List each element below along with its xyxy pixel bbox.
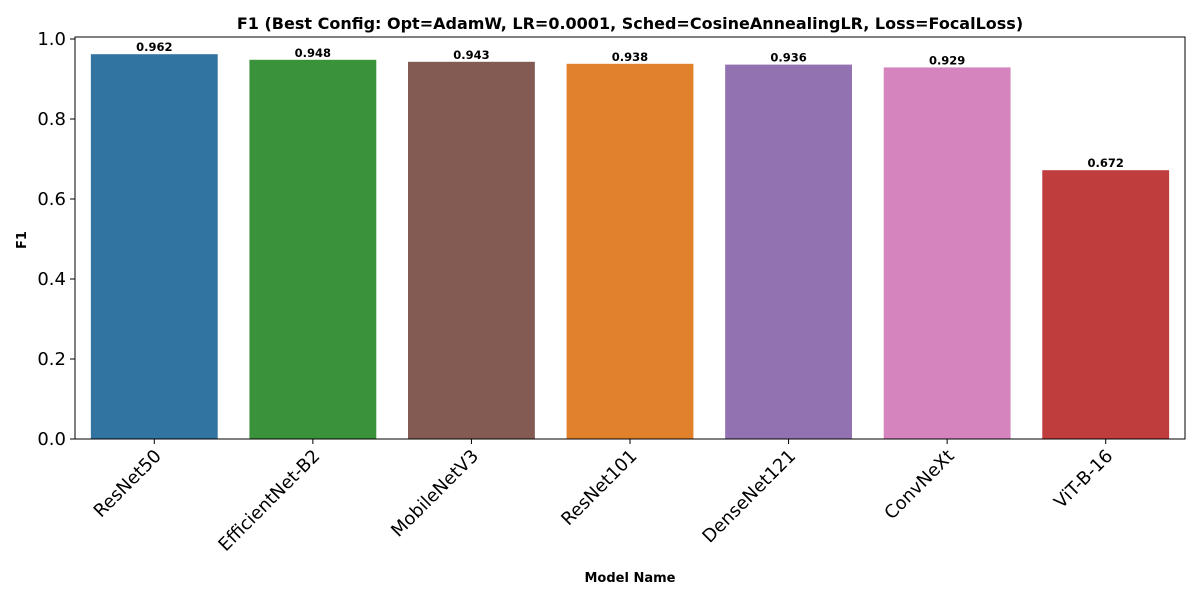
x-axis: ResNet50 EfficientNet-B2 MobileNetV3 ResNet… <box>90 439 1117 556</box>
y-axis: 0.0 0.2 0.4 0.6 0.8 1.0 <box>37 29 75 450</box>
bar-densenet121 <box>725 64 852 439</box>
y-tick-label: 0.2 <box>37 349 66 370</box>
bars-group <box>90 54 1170 440</box>
bar-vit-b-16 <box>1042 170 1170 439</box>
y-tick-label: 0.4 <box>37 269 66 290</box>
bar-resnet50 <box>90 54 218 439</box>
data-label: 0.962 <box>136 40 172 54</box>
x-tick-label: MobileNetV3 <box>387 446 483 542</box>
x-tick-label: ConvNeXt <box>880 446 958 524</box>
plot-frame <box>74 36 1186 440</box>
x-tick-label: DenseNet121 <box>698 446 800 548</box>
x-tick-label: ResNet101 <box>557 446 641 530</box>
data-label: 0.936 <box>770 51 806 65</box>
data-labels-group: 0.962 0.948 0.943 0.938 0.936 0.929 0.672 <box>136 40 1124 170</box>
x-tick-label: EfficientNet-B2 <box>214 446 324 556</box>
bar-convnext <box>883 67 1011 440</box>
data-label: 0.948 <box>295 46 331 60</box>
y-tick-label: 1.0 <box>37 29 66 50</box>
bar-efficientnet-b2 <box>249 59 377 440</box>
y-tick-label: 0.0 <box>37 429 66 450</box>
y-axis-label: F1 <box>15 231 30 249</box>
x-tick-label: ResNet50 <box>90 446 166 522</box>
data-label: 0.943 <box>453 48 489 62</box>
y-tick-label: 0.8 <box>37 109 66 130</box>
y-tick-label: 0.6 <box>37 189 66 210</box>
data-label: 0.672 <box>1088 156 1124 170</box>
bar-resnet101 <box>566 63 694 440</box>
x-axis-label: Model Name <box>585 571 676 586</box>
bar-mobilenetv3 <box>408 61 535 440</box>
chart-title: F1 (Best Config: Opt=AdamW, LR=0.0001, S… <box>237 14 1023 33</box>
data-label: 0.929 <box>929 53 965 67</box>
data-label: 0.938 <box>612 50 648 64</box>
x-tick-label: ViT-B-16 <box>1050 446 1117 513</box>
